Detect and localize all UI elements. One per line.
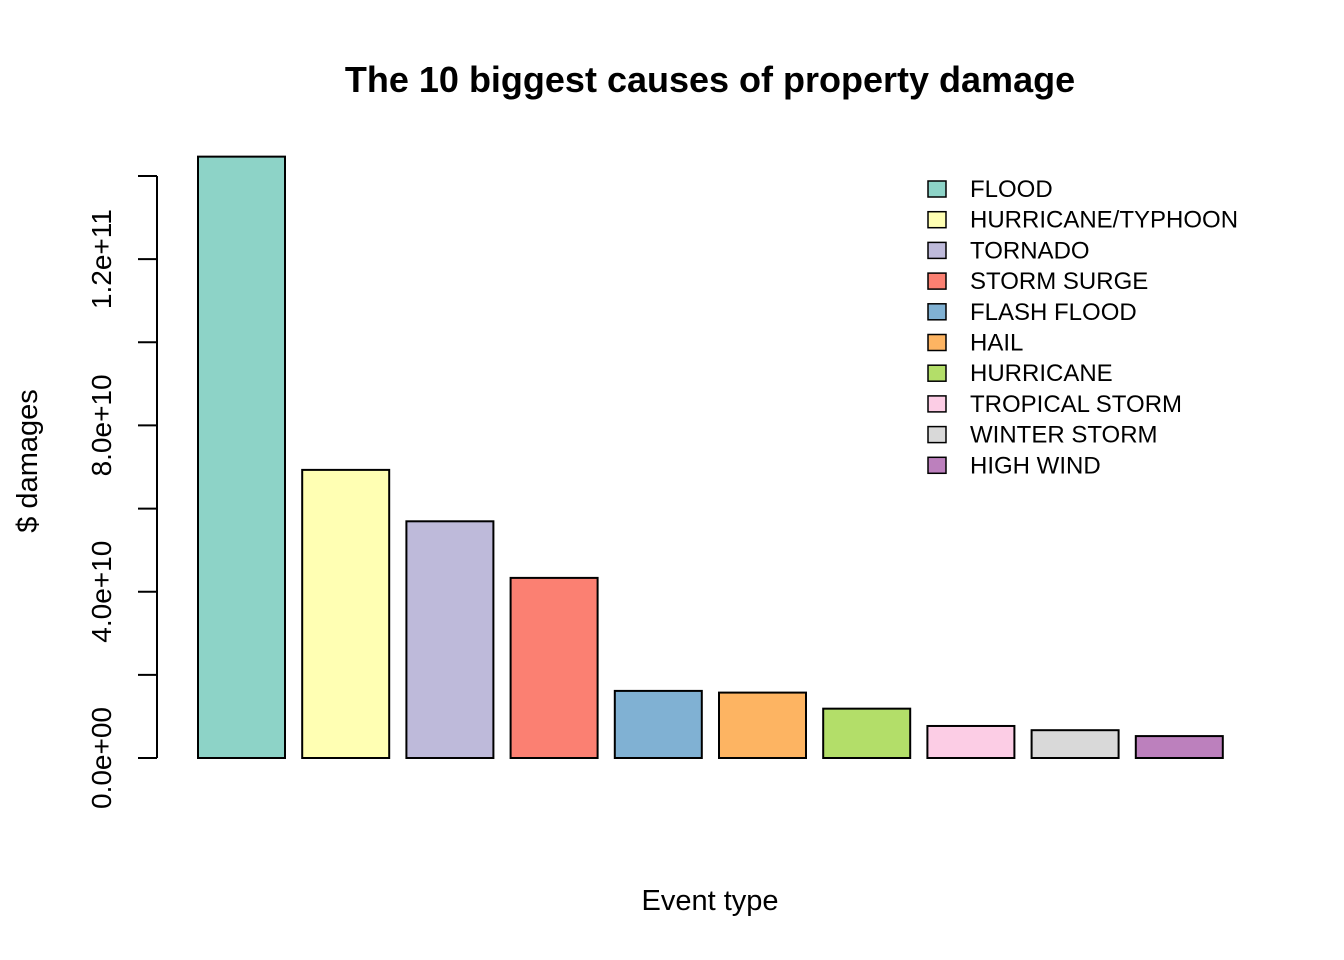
bar-winter-storm bbox=[1030, 729, 1120, 759]
bar-hurricane bbox=[822, 707, 912, 759]
legend: FLOOD HURRICANE/TYPHOON TORNADO STORM SURGE… bbox=[927, 176, 1238, 479]
legend-label: HIGH WIND bbox=[970, 452, 1101, 479]
legend-swatch bbox=[927, 303, 947, 321]
legend-item: HURRICANE bbox=[927, 360, 1113, 387]
legend-label: STORM SURGE bbox=[970, 268, 1148, 295]
legend-item: HURRICANE/TYPHOON bbox=[927, 207, 1238, 234]
legend-label: FLOOD bbox=[970, 176, 1053, 203]
bar-flash-flood bbox=[613, 689, 703, 759]
bar-hurricane-typhoon bbox=[301, 468, 391, 759]
y-axis-label: $ damages bbox=[12, 389, 44, 533]
legend-item: TROPICAL STORM bbox=[927, 391, 1182, 418]
bar-tornado bbox=[405, 520, 495, 759]
legend-item: WINTER STORM bbox=[927, 422, 1158, 449]
legend-label: FLASH FLOOD bbox=[970, 299, 1137, 326]
bars bbox=[197, 155, 1224, 760]
y-tick-label: 1.2e+11 bbox=[86, 209, 117, 309]
legend-label: TORNADO bbox=[970, 237, 1090, 264]
legend-item: HAIL bbox=[927, 330, 1023, 357]
bar-storm-surge bbox=[509, 576, 599, 760]
legend-swatch bbox=[927, 333, 947, 352]
legend-swatch bbox=[927, 395, 947, 413]
x-axis-label: Event type bbox=[641, 885, 778, 917]
legend-label: HURRICANE bbox=[970, 360, 1113, 387]
legend-swatch bbox=[927, 180, 947, 198]
legend-label: TROPICAL STORM bbox=[970, 391, 1182, 418]
y-axis: 0.0e+00 4.0e+10 8.0e+10 1.2e+11 bbox=[86, 175, 158, 809]
legend-swatch bbox=[927, 241, 947, 260]
legend-label: HAIL bbox=[970, 330, 1023, 357]
legend-label: WINTER STORM bbox=[970, 422, 1158, 449]
bar-high-wind bbox=[1134, 735, 1224, 760]
legend-swatch bbox=[927, 364, 947, 382]
legend-swatch bbox=[927, 210, 947, 229]
bar-tropical-storm bbox=[926, 724, 1016, 759]
legend-item: STORM SURGE bbox=[927, 268, 1148, 295]
bar-flood bbox=[197, 155, 286, 760]
legend-item: TORNADO bbox=[927, 237, 1090, 264]
y-tick-label: 4.0e+10 bbox=[86, 541, 117, 643]
legend-item: FLOOD bbox=[927, 176, 1053, 203]
legend-swatch bbox=[927, 456, 947, 475]
legend-item: FLASH FLOOD bbox=[927, 299, 1137, 326]
legend-item: HIGH WIND bbox=[927, 452, 1101, 479]
legend-swatch bbox=[927, 425, 947, 444]
chart-title: The 10 biggest causes of property damage bbox=[345, 59, 1075, 100]
legend-label: HURRICANE/TYPHOON bbox=[970, 207, 1238, 234]
bar-hail bbox=[718, 691, 807, 759]
y-tick-label: 0.0e+00 bbox=[86, 707, 117, 809]
legend-swatch bbox=[927, 272, 947, 290]
y-tick-label: 8.0e+10 bbox=[86, 374, 117, 476]
